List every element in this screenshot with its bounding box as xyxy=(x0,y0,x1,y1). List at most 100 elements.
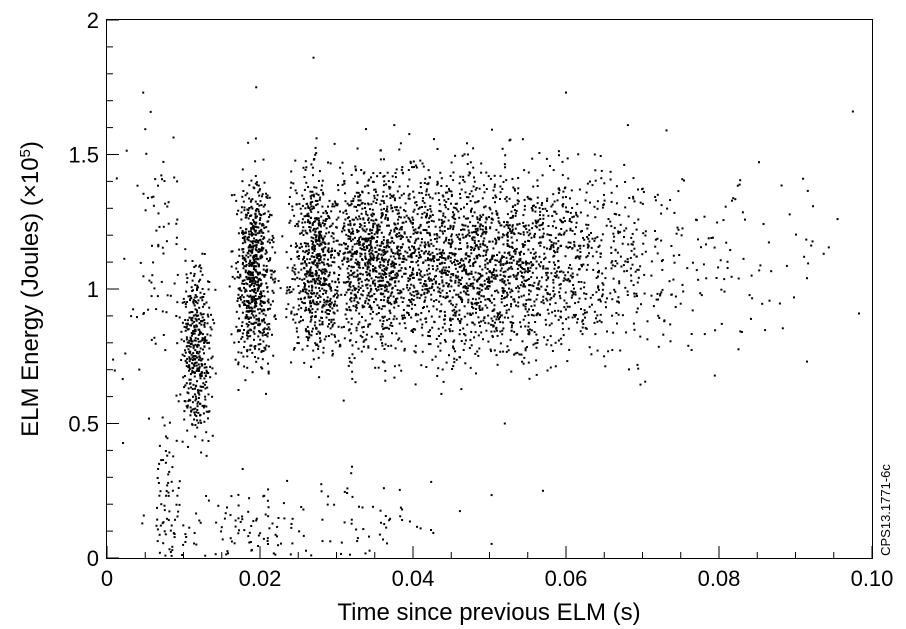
data-point xyxy=(505,309,508,312)
data-point xyxy=(305,245,307,248)
data-point xyxy=(196,419,199,422)
data-point xyxy=(253,288,256,291)
data-point xyxy=(346,202,349,205)
data-point xyxy=(246,330,249,333)
data-point xyxy=(528,308,530,311)
data-point xyxy=(607,350,610,353)
data-point xyxy=(366,274,369,277)
data-point xyxy=(436,237,439,240)
data-point xyxy=(255,209,258,212)
data-point xyxy=(482,213,485,216)
data-point xyxy=(468,278,471,281)
data-point xyxy=(320,271,323,274)
data-point xyxy=(492,247,495,250)
data-point xyxy=(586,236,589,238)
data-point xyxy=(596,320,599,323)
data-point xyxy=(272,354,275,357)
data-point xyxy=(477,221,480,224)
data-point xyxy=(194,355,197,357)
data-point xyxy=(516,202,519,205)
data-point xyxy=(296,250,299,253)
data-point xyxy=(202,406,205,409)
data-point xyxy=(381,213,384,216)
data-point xyxy=(389,197,392,199)
data-point xyxy=(186,357,189,360)
data-point xyxy=(541,223,544,226)
data-point xyxy=(430,219,433,222)
data-point xyxy=(601,295,604,298)
data-point xyxy=(439,229,442,232)
data-point xyxy=(367,302,370,305)
data-point xyxy=(325,335,328,338)
data-point xyxy=(488,285,491,288)
data-point xyxy=(311,289,313,292)
data-point xyxy=(194,313,197,316)
data-point xyxy=(742,257,745,260)
data-point xyxy=(355,329,358,332)
data-point xyxy=(527,248,530,251)
data-point xyxy=(201,333,204,336)
data-point xyxy=(309,305,312,308)
data-point xyxy=(297,271,300,274)
data-point xyxy=(487,280,490,282)
data-point xyxy=(427,244,430,247)
data-point xyxy=(359,255,362,258)
data-point xyxy=(318,235,321,238)
data-point xyxy=(472,307,475,310)
data-point xyxy=(550,244,553,247)
data-point xyxy=(482,240,485,243)
data-point xyxy=(562,334,565,337)
data-point xyxy=(447,219,450,222)
data-point xyxy=(450,195,453,198)
data-point xyxy=(628,197,631,199)
data-point xyxy=(546,369,549,372)
data-point xyxy=(541,208,544,210)
data-point xyxy=(356,182,359,184)
data-point xyxy=(485,228,488,231)
data-point xyxy=(521,266,523,269)
data-point xyxy=(656,193,659,196)
data-point xyxy=(388,283,391,285)
data-point xyxy=(811,240,814,243)
data-point xyxy=(438,258,440,261)
data-point xyxy=(433,278,435,281)
data-point xyxy=(407,216,410,219)
data-point xyxy=(372,254,375,257)
data-point xyxy=(204,398,207,401)
data-point xyxy=(254,200,257,203)
data-point xyxy=(369,269,372,272)
data-point xyxy=(303,277,306,280)
data-point xyxy=(513,250,515,253)
data-point xyxy=(440,271,443,274)
data-point xyxy=(247,335,250,338)
data-point xyxy=(252,240,255,243)
data-point xyxy=(352,197,355,200)
data-point xyxy=(564,291,567,294)
data-point xyxy=(303,288,306,291)
data-point xyxy=(554,263,556,266)
data-point xyxy=(398,235,400,238)
data-point xyxy=(323,298,326,301)
data-point xyxy=(517,192,519,195)
data-point xyxy=(574,313,577,316)
data-point xyxy=(420,241,423,244)
data-point xyxy=(381,276,384,279)
data-point xyxy=(591,293,594,296)
data-point xyxy=(410,252,413,255)
data-point xyxy=(244,271,247,274)
data-point xyxy=(196,284,199,287)
data-point xyxy=(325,316,328,319)
data-point xyxy=(184,359,187,362)
data-point xyxy=(413,294,416,297)
data-point xyxy=(600,252,602,255)
data-point xyxy=(392,295,395,298)
data-point xyxy=(737,348,740,351)
data-point xyxy=(411,245,413,248)
data-point xyxy=(420,326,423,329)
data-point xyxy=(248,197,251,200)
data-point xyxy=(379,244,382,247)
data-point xyxy=(349,222,352,225)
data-point xyxy=(352,266,355,269)
data-point xyxy=(208,306,211,309)
data-point xyxy=(212,318,214,321)
